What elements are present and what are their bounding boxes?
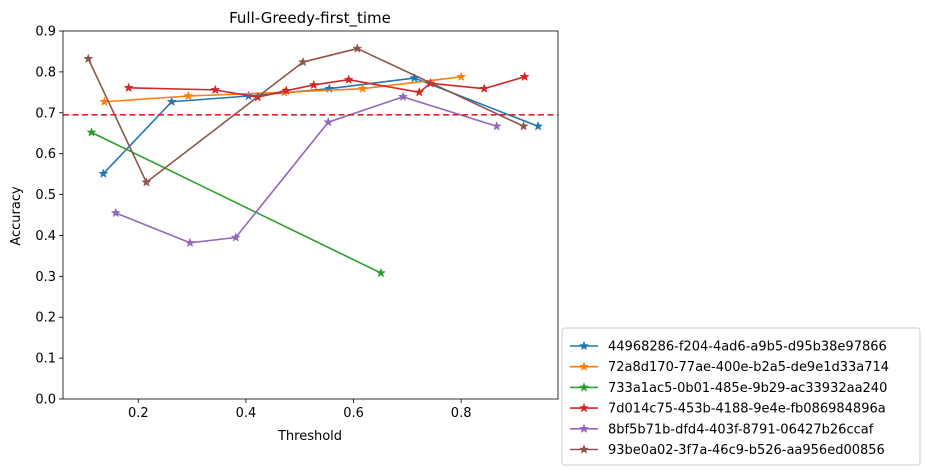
legend-entry: 72a8d170-77ae-400e-b2a5-de9e1d33a714 [570, 360, 889, 375]
legend-entry: 733a1ac5-0b01-485e-9b29-ac33932aa240 [570, 381, 887, 396]
y-axis-title: Accuracy [9, 186, 24, 246]
axes: 0.2 0.4 0.6 0.8 0.0 0.1 0.2 0.3 0.4 0.5 0.6 0.7 0.8 0… [35, 25, 559, 421]
series-line [115, 96, 497, 244]
legend-label: 72a8d170-77ae-400e-b2a5-de9e1d33a714 [608, 360, 889, 375]
data-point-star-icon [491, 120, 502, 131]
data-point-star-icon [166, 96, 177, 107]
data-point-star-icon [98, 168, 109, 179]
data-point-star-icon [414, 86, 425, 97]
data-point-star-icon [210, 84, 221, 95]
data-point-star-icon [479, 83, 490, 93]
x-tick-label: 0.2 [128, 406, 149, 421]
legend: 44968286-f204-4ad6-a9b5-d95b38e97866 72a8… [561, 327, 921, 466]
data-point-star-icon [308, 79, 319, 90]
data-point-star-icon [141, 176, 152, 187]
y-tick-label: 0.4 [35, 229, 56, 244]
data-point-star-icon [281, 85, 292, 96]
y-tick-label: 0.7 [35, 106, 56, 121]
legend-star-icon [578, 382, 590, 392]
data-point-star-icon [323, 116, 334, 127]
legend-entry: 8bf5b71b-dfd4-403f-8791-06427b26ccaf [570, 422, 874, 437]
data-point-star-icon [230, 232, 241, 242]
x-tick-label: 0.4 [236, 406, 257, 421]
x-axis-title: Threshold [277, 429, 342, 444]
data-point-star-icon [518, 120, 529, 131]
legend-entry: 44968286-f204-4ad6-a9b5-d95b38e97866 [570, 340, 887, 355]
x-tick-label: 0.6 [343, 406, 364, 421]
series-line [102, 77, 539, 175]
data-point-star-icon [184, 237, 196, 248]
data-point-star-icon [533, 120, 544, 131]
data-point-star-icon [375, 267, 387, 278]
y-tick-label: 0.2 [35, 311, 56, 326]
y-tick-label: 0.5 [35, 188, 56, 203]
data-point-star-icon [357, 83, 368, 93]
y-tick-label: 0.8 [35, 65, 56, 80]
legend-label: 8bf5b71b-dfd4-403f-8791-06427b26ccaf [608, 422, 874, 437]
plot-frame [62, 30, 559, 400]
series-6 [83, 43, 529, 187]
legend-star-icon [578, 444, 590, 454]
chart-title: Full-Greedy-first_time [229, 9, 391, 28]
series-line [128, 76, 525, 99]
y-tick-label: 0.3 [35, 270, 56, 285]
data-point-star-icon [297, 56, 309, 67]
series-3 [86, 127, 387, 278]
data-point-star-icon [519, 71, 530, 82]
y-tick-label: 0.6 [35, 147, 56, 162]
y-tick-label: 0.0 [35, 393, 56, 408]
data-point-star-icon [352, 43, 363, 53]
data-point-star-icon [83, 53, 94, 64]
data-point-star-icon [86, 127, 97, 137]
series-4 [123, 71, 530, 102]
data-point-star-icon [183, 90, 194, 101]
y-tick-label: 0.1 [35, 352, 56, 367]
legend-star-icon [578, 361, 590, 372]
data-point-star-icon [343, 74, 354, 84]
series-line [91, 131, 382, 274]
x-tick-label: 0.8 [451, 406, 472, 421]
data-point-star-icon [456, 71, 467, 82]
legend-star-icon [578, 402, 590, 413]
legend-label: 733a1ac5-0b01-485e-9b29-ac33932aa240 [608, 381, 887, 396]
legend-label: 44968286-f204-4ad6-a9b5-d95b38e97866 [608, 340, 887, 355]
legend-entry: 93be0a02-3f7a-46c9-b526-aa956ed00856 [570, 443, 885, 458]
legend-entry: 7d014c75-453b-4188-9e4e-fb086984896a [570, 402, 886, 417]
legend-star-icon [578, 340, 590, 351]
data-point-star-icon [110, 207, 121, 218]
legend-star-icon [578, 423, 590, 434]
legend-label: 7d014c75-453b-4188-9e4e-fb086984896a [608, 402, 886, 417]
legend-label: 93be0a02-3f7a-46c9-b526-aa956ed00856 [608, 443, 885, 458]
plot-area [63, 43, 558, 278]
series-5 [110, 91, 502, 248]
y-tick-label: 0.9 [35, 25, 56, 40]
legend-box [561, 327, 921, 466]
data-point-star-icon [123, 82, 134, 93]
data-point-star-icon [397, 91, 409, 102]
